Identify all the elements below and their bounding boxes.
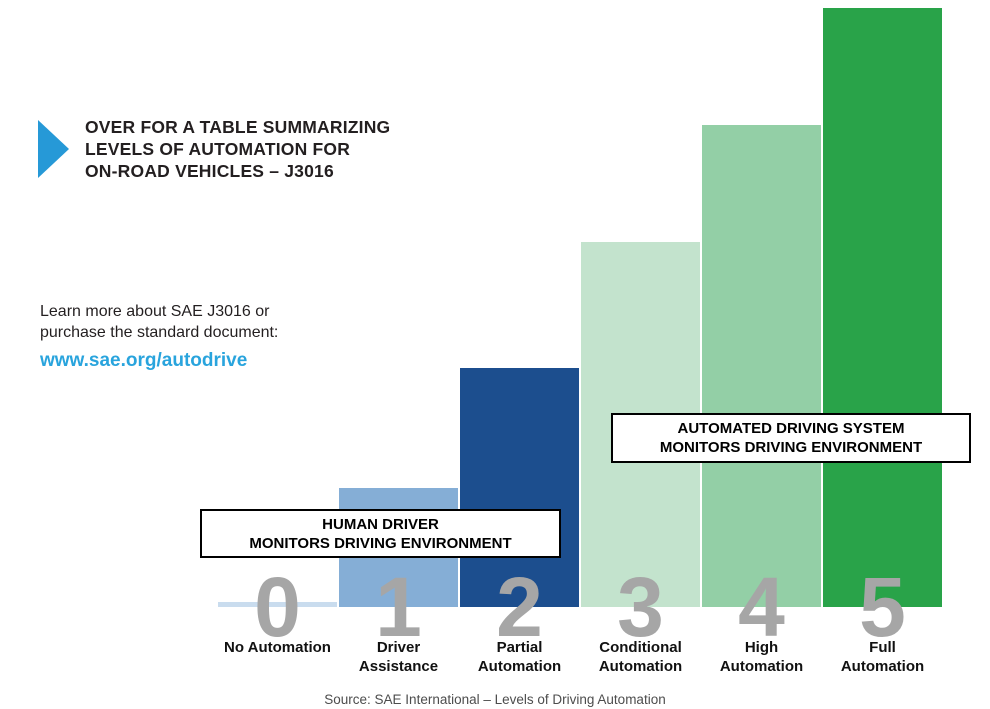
level-number-1: 1 bbox=[375, 560, 422, 654]
automated-system-annotation-line1: AUTOMATED DRIVING SYSTEM bbox=[677, 420, 905, 437]
learn-more-line1: Learn more about SAE J3016 or bbox=[40, 303, 270, 320]
header-note-line2: LEVELS OF AUTOMATION FOR bbox=[85, 139, 351, 159]
level-number-3: 3 bbox=[617, 560, 664, 654]
level-number-0: 0 bbox=[254, 560, 301, 654]
bar-column-level-4: 4 High Automation bbox=[702, 0, 821, 709]
source-caption: Source: SAE International – Levels of Dr… bbox=[324, 692, 666, 707]
bar-column-level-1: 1 Driver Assistance bbox=[339, 0, 458, 709]
bar-level-2 bbox=[460, 368, 579, 607]
learn-more-block: Learn more about SAE J3016 or purchase t… bbox=[40, 301, 278, 372]
bar-column-level-2: 2 Partial Automation bbox=[460, 0, 579, 709]
header-note: OVER FOR A TABLE SUMMARIZING LEVELS OF A… bbox=[85, 116, 390, 182]
sae-autodrive-link[interactable]: www.sae.org/autodrive bbox=[40, 350, 248, 371]
bar-level-5 bbox=[823, 8, 942, 607]
bar-column-level-0: 0 No Automation bbox=[218, 0, 337, 709]
header-note-line1: OVER FOR A TABLE SUMMARIZING bbox=[85, 117, 391, 137]
level-label-1: Driver Assistance bbox=[358, 639, 439, 675]
learn-more-line2: purchase the standard document: bbox=[40, 324, 279, 341]
level-label-3: Conditional Automation bbox=[598, 639, 683, 675]
bar-level-0 bbox=[218, 602, 337, 607]
human-driver-annotation-line1: HUMAN DRIVER bbox=[322, 515, 439, 533]
bar-level-4 bbox=[702, 125, 821, 607]
level-number-4: 4 bbox=[738, 560, 785, 654]
human-driver-annotation-line2: MONITORS DRIVING ENVIRONMENT bbox=[249, 534, 512, 552]
automated-system-annotation-line2: MONITORS DRIVING ENVIRONMENT bbox=[659, 439, 923, 456]
level-number-5: 5 bbox=[859, 560, 906, 654]
header-note-line3: ON-ROAD VEHICLES – J3016 bbox=[85, 161, 334, 181]
bar-column-level-5: 5 Full Automation bbox=[823, 0, 942, 709]
level-label-2: Partial Automation bbox=[477, 639, 562, 675]
human-driver-annotation-box: HUMAN DRIVER MONITORS DRIVING ENVIRONMEN… bbox=[200, 509, 561, 558]
automated-system-annotation-box: AUTOMATED DRIVING SYSTEM MONITORS DRIVIN… bbox=[611, 413, 971, 463]
level-label-0: No Automation bbox=[224, 639, 331, 656]
level-label-4: High Automation bbox=[719, 639, 804, 675]
level-number-2: 2 bbox=[496, 560, 543, 654]
level-label-5: Full Automation bbox=[840, 639, 925, 675]
bar-column-level-3: 3 Conditional Automation bbox=[581, 0, 700, 709]
arrow-right-icon bbox=[38, 120, 69, 178]
